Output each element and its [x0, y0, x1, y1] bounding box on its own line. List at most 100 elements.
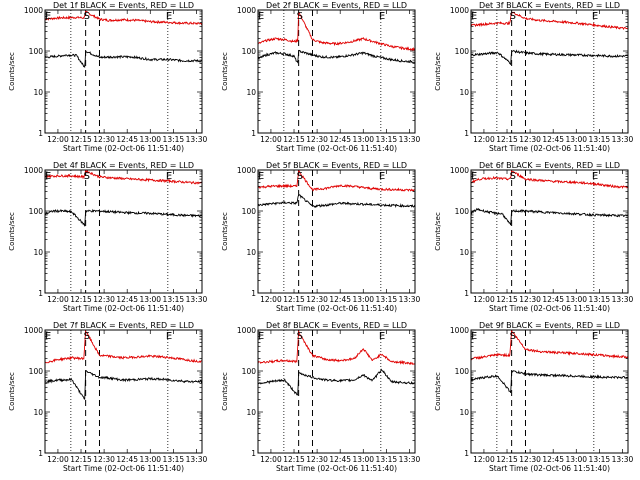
- series-events-line: [471, 370, 628, 393]
- x-axis-label: Start Time (02-Oct-06 11:51:40): [63, 464, 184, 473]
- x-tick-label: 13:00: [565, 455, 587, 464]
- x-tick-label: 12:00: [260, 295, 282, 304]
- panel-title: Det 3f BLACK = Events, RED = LLD: [479, 1, 620, 10]
- marker-label: E: [379, 171, 385, 182]
- y-tick-label: 10: [459, 408, 469, 417]
- x-tick-label: 12:45: [542, 135, 564, 144]
- x-tick-label: 12:15: [283, 295, 305, 304]
- marker-label: E: [258, 171, 264, 182]
- y-tick-label: 10: [33, 88, 43, 97]
- x-tick-label: 12:45: [116, 295, 138, 304]
- x-tick-label: 12:45: [329, 295, 351, 304]
- x-tick-label: 13:15: [376, 135, 398, 144]
- y-tick-label: 1: [38, 289, 43, 298]
- x-tick-label: 13:30: [399, 295, 421, 304]
- x-tick-label: 12:15: [496, 295, 518, 304]
- series-events-line: [258, 49, 415, 64]
- marker-label: E: [592, 11, 598, 22]
- y-tick-label: 1: [251, 129, 256, 138]
- marker-label: E: [592, 331, 598, 342]
- x-tick-label: 12:15: [283, 135, 305, 144]
- x-tick-label: 13:00: [352, 455, 374, 464]
- marker-label: E: [45, 11, 51, 22]
- plot-frame: [44, 169, 203, 294]
- x-tick-label: 13:15: [163, 295, 185, 304]
- y-axis-label: Counts/sec: [8, 212, 16, 251]
- marker-label: S: [297, 331, 303, 342]
- y-tick-label: 1000: [450, 166, 469, 175]
- y-tick-label: 100: [29, 367, 44, 376]
- x-tick-label: 13:15: [589, 295, 611, 304]
- y-tick-label: 10: [459, 248, 469, 257]
- y-tick-label: 100: [455, 367, 470, 376]
- x-axis-label: Start Time (02-Oct-06 11:51:40): [489, 304, 610, 313]
- x-tick-label: 12:15: [283, 455, 305, 464]
- series-events-line: [45, 208, 202, 228]
- series-events-line: [258, 193, 415, 209]
- y-tick-label: 100: [242, 47, 257, 56]
- y-tick-label: 100: [242, 367, 257, 376]
- x-tick-label: 12:15: [70, 135, 92, 144]
- y-tick-label: 1000: [24, 166, 43, 175]
- x-tick-label: 13:30: [186, 455, 208, 464]
- x-axis-label: Start Time (02-Oct-06 11:51:40): [489, 144, 610, 153]
- series-events-line: [471, 207, 628, 226]
- y-tick-label: 1: [251, 449, 256, 458]
- plot-frame: [470, 169, 629, 294]
- x-tick-label: 12:45: [116, 135, 138, 144]
- marker-label: E: [471, 11, 477, 22]
- x-tick-label: 13:30: [612, 455, 634, 464]
- y-tick-label: 10: [33, 408, 43, 417]
- x-tick-label: 12:15: [496, 135, 518, 144]
- x-tick-label: 12:00: [473, 295, 495, 304]
- x-tick-label: 12:30: [519, 135, 541, 144]
- marker-label: E: [45, 171, 51, 182]
- panel-title: Det 1f BLACK = Events, RED = LLD: [53, 1, 194, 10]
- y-tick-label: 1000: [237, 6, 256, 15]
- marker-label: S: [510, 11, 516, 22]
- x-tick-label: 13:30: [186, 135, 208, 144]
- series-lld-line: [45, 330, 202, 364]
- y-axis-label: Counts/sec: [434, 212, 442, 251]
- marker-label: E: [258, 331, 264, 342]
- y-tick-label: 1000: [237, 166, 256, 175]
- panel-title: Det 6f BLACK = Events, RED = LLD: [479, 161, 620, 170]
- x-tick-label: 12:30: [306, 135, 328, 144]
- y-tick-label: 100: [455, 47, 470, 56]
- x-tick-label: 13:15: [589, 455, 611, 464]
- x-tick-label: 12:45: [542, 295, 564, 304]
- x-axis-label: Start Time (02-Oct-06 11:51:40): [63, 304, 184, 313]
- x-tick-label: 13:15: [163, 455, 185, 464]
- y-axis-label: Counts/sec: [8, 52, 16, 91]
- series-lld-line: [471, 170, 628, 189]
- y-tick-label: 1: [464, 449, 469, 458]
- x-tick-label: 13:30: [612, 295, 634, 304]
- x-tick-label: 12:15: [70, 455, 92, 464]
- x-tick-label: 12:15: [496, 455, 518, 464]
- y-tick-label: 1000: [450, 326, 469, 335]
- y-tick-label: 1000: [24, 6, 43, 15]
- y-axis-label: Counts/sec: [221, 52, 229, 91]
- x-tick-label: 12:45: [329, 135, 351, 144]
- plot-frame: [44, 9, 203, 134]
- x-tick-label: 13:00: [565, 135, 587, 144]
- series-events-line: [258, 368, 415, 396]
- panel-title: Det 7f BLACK = Events, RED = LLD: [53, 321, 194, 330]
- x-tick-label: 12:45: [542, 455, 564, 464]
- y-tick-label: 100: [29, 47, 44, 56]
- marker-label: E: [379, 11, 385, 22]
- marker-label: S: [510, 171, 516, 182]
- x-tick-label: 13:00: [352, 295, 374, 304]
- series-lld-line: [258, 12, 415, 52]
- x-tick-label: 12:15: [70, 295, 92, 304]
- marker-label: S: [84, 11, 90, 22]
- panel-title: Det 5f BLACK = Events, RED = LLD: [266, 161, 407, 170]
- series-lld-line: [45, 170, 202, 185]
- x-tick-label: 12:30: [519, 455, 541, 464]
